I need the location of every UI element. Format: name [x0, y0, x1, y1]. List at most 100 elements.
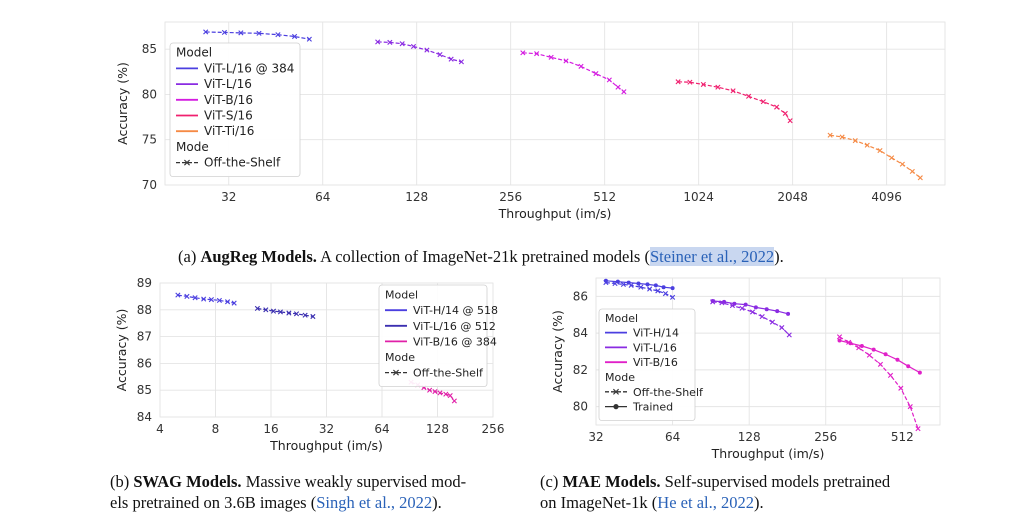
data-point: [578, 63, 584, 69]
legend-entry: ViT-S/16: [204, 109, 253, 123]
data-point: [917, 175, 923, 181]
data-point: [653, 283, 658, 288]
legend-entry: ViT-L/16: [204, 77, 252, 91]
data-point: [859, 343, 864, 348]
y-tick-label: 80: [142, 87, 157, 101]
x-axis-label: Throughput (im/s): [498, 206, 612, 221]
caption-b-prefix: (b): [110, 472, 134, 491]
data-point: [700, 81, 706, 88]
x-tick-label: 2048: [777, 190, 808, 204]
citation-link-a[interactable]: Steiner et al., 2022: [649, 247, 775, 266]
legend-mode-marker: [393, 369, 399, 376]
data-point: [889, 155, 895, 161]
series-vit-ti-16: [827, 132, 923, 181]
legend-entry: ViT-Ti/16: [204, 124, 254, 138]
caption-a-prefix: (a): [178, 247, 201, 266]
data-point: [302, 312, 308, 318]
data-point: [848, 341, 853, 346]
y-tick-label: 85: [137, 383, 152, 397]
data-point: [306, 36, 312, 42]
data-point: [636, 281, 641, 286]
data-point: [786, 311, 791, 316]
x-tick-label: 4096: [871, 190, 902, 204]
data-point: [871, 347, 876, 352]
data-point: [208, 297, 214, 303]
chart-2: 4 8 16 32 64 128 256 84 85 86 87 88 89 Throughput (im…: [114, 276, 504, 453]
data-point: [451, 398, 457, 404]
data-point: [687, 79, 693, 85]
legend-entry: ViT-B/16 @ 384: [413, 335, 497, 348]
data-point: [626, 280, 631, 285]
data-point: [238, 30, 244, 36]
caption-c-bold: MAE Models.: [562, 472, 661, 491]
x-tick-label: 512: [593, 190, 616, 204]
data-point: [670, 286, 675, 291]
caption-b-bold: SWAG Models.: [133, 472, 242, 491]
data-point: [739, 305, 745, 311]
data-point: [184, 293, 190, 299]
series-vit-l-16: [375, 39, 464, 65]
x-tick-label: 32: [588, 430, 603, 444]
data-point: [655, 288, 661, 294]
x-axis-label: Throughput (im/s): [711, 446, 825, 461]
data-point: [675, 79, 681, 85]
data-point: [447, 392, 453, 399]
legend-mode-entry: Off-the-Shelf: [204, 156, 281, 170]
data-point: [917, 370, 922, 375]
citation-link-c[interactable]: He et al., 2022: [657, 493, 754, 512]
x-tick-label: 256: [482, 422, 505, 436]
caption-a: (a) AugReg Models. A collection of Image…: [178, 246, 784, 267]
data-point: [764, 307, 769, 312]
x-tick-label: 32: [221, 190, 236, 204]
data-point: [437, 52, 443, 58]
legend-box: [598, 308, 696, 421]
data-point: [753, 305, 758, 310]
data-point: [375, 39, 381, 45]
data-point: [774, 104, 780, 110]
legend-entry: ViT-L/16 @ 384: [204, 61, 294, 75]
x-tick-label: 64: [665, 430, 680, 444]
caption-a-text: A collection of ImageNet-21k pretrained …: [316, 247, 650, 266]
data-point: [647, 286, 653, 292]
data-point: [769, 319, 776, 325]
data-point: [722, 299, 727, 304]
caption-c: (c) MAE Models. Self-supervised models p…: [540, 471, 960, 513]
series-vit-l-16-384: [203, 29, 312, 42]
y-tick-label: 87: [137, 330, 152, 344]
data-point: [254, 305, 260, 312]
data-point: [645, 282, 650, 287]
series-vit-h-14-518: [175, 292, 237, 306]
chart-1: 32 64 128 256 512 1024 2048 4096 70 75 80 85 Through…: [115, 21, 946, 221]
data-point: [221, 29, 228, 36]
y-axis-label: Accuracy (%): [550, 310, 565, 393]
x-tick-label: 128: [426, 422, 449, 436]
data-point: [437, 390, 443, 396]
data-point: [837, 338, 842, 343]
citation-link-b[interactable]: Singh et al., 2022: [316, 493, 433, 512]
y-tick-label: 80: [573, 400, 588, 414]
legend-title-mode: Mode: [605, 371, 635, 384]
legend-mode-entry: Off-the-Shelf: [633, 386, 704, 399]
data-point: [759, 313, 765, 320]
legend-mode-entry: Trained: [632, 401, 673, 414]
data-point: [760, 99, 766, 105]
data-point: [746, 93, 752, 99]
data-point: [275, 32, 281, 38]
data-point: [877, 361, 884, 367]
legend-mode-marker: [613, 404, 619, 410]
caption-a-bold: AugReg Models.: [200, 247, 317, 266]
legend-entry: ViT-B/16: [633, 356, 678, 369]
data-point: [231, 300, 237, 306]
data-point: [293, 311, 300, 317]
series-line: [830, 134, 921, 179]
data-point: [277, 309, 284, 315]
data-point: [291, 33, 298, 40]
data-point: [732, 301, 737, 306]
y-tick-label: 86: [573, 289, 588, 303]
y-axis-label: Accuracy (%): [114, 309, 129, 392]
y-tick-label: 84: [573, 326, 588, 340]
data-point: [836, 334, 843, 340]
series-vit-b-16: [520, 50, 627, 95]
legend-title-mode: Mode: [176, 140, 209, 154]
data-point: [899, 161, 905, 167]
